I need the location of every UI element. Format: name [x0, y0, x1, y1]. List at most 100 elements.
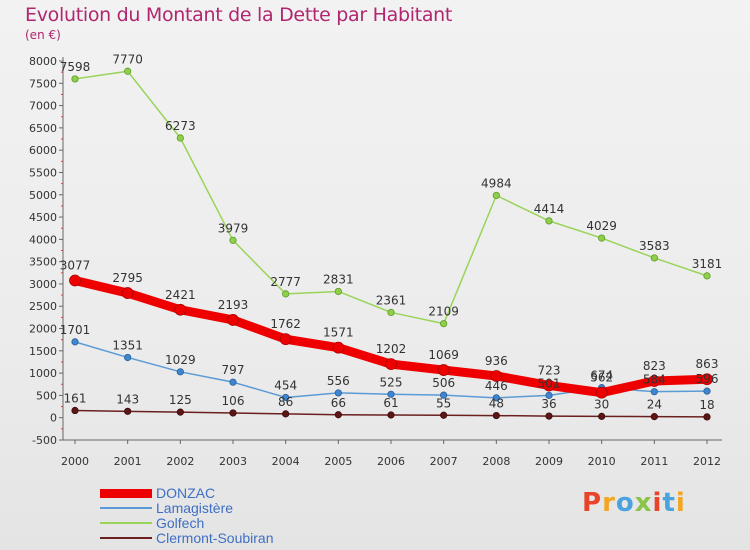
data-label-golfech: 2109: [428, 305, 459, 319]
data-point-golfech: [124, 67, 132, 75]
data-point-clermont-soubiran: [650, 413, 658, 421]
data-label-golfech: 2777: [270, 275, 301, 289]
data-label-donzac: 1069: [428, 348, 459, 362]
data-label-clermont-soubiran: 161: [64, 392, 87, 406]
data-label-lamagist-re: 797: [222, 363, 245, 377]
y-tick-label: 5500: [29, 166, 57, 179]
y-tick-label: 3500: [29, 256, 57, 269]
data-point-golfech: [282, 290, 290, 298]
data-label-donzac: 2193: [218, 298, 249, 312]
x-tick-label: 2005: [324, 455, 352, 468]
data-label-lamagist-re: 674: [590, 369, 613, 383]
data-point-clermont-soubiran: [387, 411, 395, 419]
y-tick-label: 6000: [29, 144, 57, 157]
data-point-donzac: [595, 386, 608, 399]
data-point-lamagist-re: [282, 393, 290, 402]
data-label-golfech: 7770: [112, 52, 143, 66]
data-label-golfech: 3979: [218, 221, 249, 235]
data-label-clermont-soubiran: 125: [169, 393, 192, 407]
legend-swatch-golfech: [100, 522, 152, 524]
data-label-donzac: 3077: [60, 259, 91, 273]
data-point-donzac: [648, 375, 661, 387]
data-label-golfech: 3583: [639, 239, 670, 253]
data-point-golfech: [650, 254, 658, 262]
data-point-clermont-soubiran: [334, 411, 342, 419]
data-point-golfech: [440, 320, 448, 328]
data-point-clermont-soubiran: [703, 413, 711, 421]
data-label-clermont-soubiran: 24: [647, 398, 662, 412]
y-tick-label: 500: [36, 389, 57, 402]
y-tick-label: 1500: [29, 345, 57, 358]
data-point-golfech: [334, 287, 342, 296]
data-label-lamagist-re: 454: [274, 378, 297, 392]
data-label-donzac: 1762: [270, 317, 301, 331]
data-point-donzac: [121, 287, 134, 299]
y-tick-label: 1000: [29, 367, 57, 380]
logo-letter: P: [582, 488, 603, 518]
y-tick-label: 4500: [29, 211, 57, 224]
y-tick-label: 3000: [29, 278, 57, 291]
data-label-golfech: 2361: [376, 293, 407, 307]
data-label-clermont-soubiran: 55: [436, 396, 451, 410]
data-point-clermont-soubiran: [71, 406, 79, 415]
data-point-golfech: [703, 272, 711, 280]
logo-letter: x: [634, 488, 653, 518]
data-point-donzac: [279, 333, 292, 346]
y-tick-label: 7000: [29, 100, 57, 113]
x-tick-label: 2011: [640, 455, 668, 468]
data-label-donzac: 823: [643, 359, 666, 373]
data-label-lamagist-re: 556: [327, 374, 350, 388]
data-label-clermont-soubiran: 36: [541, 397, 556, 411]
data-point-golfech: [387, 308, 395, 317]
data-point-lamagist-re: [334, 389, 342, 397]
legend-item-clermont-soubiran: Clermont-Soubiran: [100, 530, 274, 546]
chart-title: Evolution du Montant de la Dette par Hab…: [25, 4, 453, 26]
data-point-lamagist-re: [176, 368, 184, 376]
data-point-clermont-soubiran: [598, 412, 606, 420]
data-point-golfech: [229, 236, 237, 244]
data-point-donzac: [543, 379, 555, 392]
data-point-donzac: [174, 303, 187, 316]
y-tick-label: 8000: [29, 55, 57, 68]
legend-item-donzac: DONZAC: [100, 485, 215, 501]
data-label-lamagist-re: 1351: [112, 338, 143, 352]
data-point-lamagist-re: [492, 394, 500, 402]
x-tick-label: 2006: [377, 455, 405, 468]
y-tick-label: 6500: [29, 122, 57, 135]
data-point-lamagist-re: [650, 388, 658, 396]
logo-letter: i: [652, 488, 663, 518]
data-label-clermont-soubiran: 86: [278, 395, 293, 409]
legend-swatch-lamagistere: [100, 507, 152, 509]
data-label-lamagist-re: 506: [432, 376, 455, 390]
data-label-donzac: 723: [538, 363, 561, 377]
data-label-donzac: 2421: [165, 288, 196, 302]
data-point-donzac: [332, 341, 345, 354]
legend-swatch-clermont-soubiran: [100, 537, 152, 539]
data-label-lamagist-re: 525: [380, 375, 403, 389]
data-label-golfech: 4414: [534, 202, 565, 216]
data-label-golfech: 7598: [60, 60, 91, 74]
data-label-golfech: 4984: [481, 176, 512, 190]
data-point-donzac: [437, 364, 450, 376]
data-point-lamagist-re: [387, 390, 395, 398]
data-label-lamagist-re: 446: [485, 379, 508, 393]
series-line-golfech: [74, 70, 708, 325]
data-label-lamagist-re: 1029: [165, 353, 196, 367]
logo-letter: i: [675, 488, 686, 518]
data-label-clermont-soubiran: 143: [116, 392, 139, 406]
y-tick-label: 2500: [29, 300, 57, 313]
data-label-donzac: 2795: [112, 271, 143, 285]
data-label-golfech: 3181: [692, 257, 723, 271]
y-tick-label: -500: [32, 434, 57, 447]
data-point-clermont-soubiran: [282, 410, 290, 418]
data-point-donzac: [227, 314, 239, 326]
data-point-donzac: [490, 370, 503, 382]
x-tick-label: 2008: [482, 455, 510, 468]
data-point-clermont-soubiran: [124, 407, 132, 415]
y-tick-label: 4000: [29, 233, 57, 246]
data-label-golfech: 4029: [586, 219, 617, 233]
data-label-golfech: 2831: [323, 272, 354, 286]
x-tick-label: 2009: [535, 455, 563, 468]
data-label-lamagist-re: 1701: [60, 323, 91, 337]
